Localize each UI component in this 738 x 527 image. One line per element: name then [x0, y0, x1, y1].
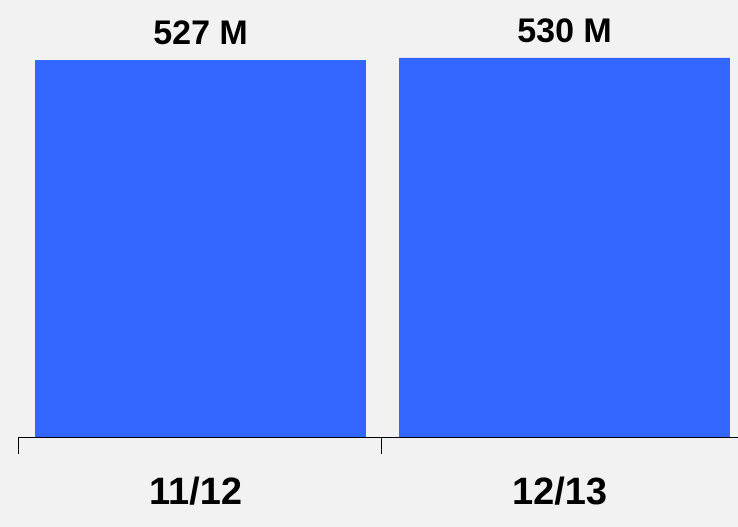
category-labels-layer: 11/12 12/13 [149, 471, 607, 513]
value-label-1: 527 M [153, 14, 248, 52]
value-labels-layer: 527 M 530 M [153, 12, 612, 52]
bars-layer [35, 57, 730, 438]
category-label-2: 12/13 [512, 471, 607, 513]
x-axis-ticks [18, 437, 382, 454]
category-label-1: 11/12 [149, 471, 242, 513]
bar-1 [35, 60, 366, 437]
bar-2 [399, 57, 730, 438]
value-label-2: 530 M [517, 12, 612, 50]
